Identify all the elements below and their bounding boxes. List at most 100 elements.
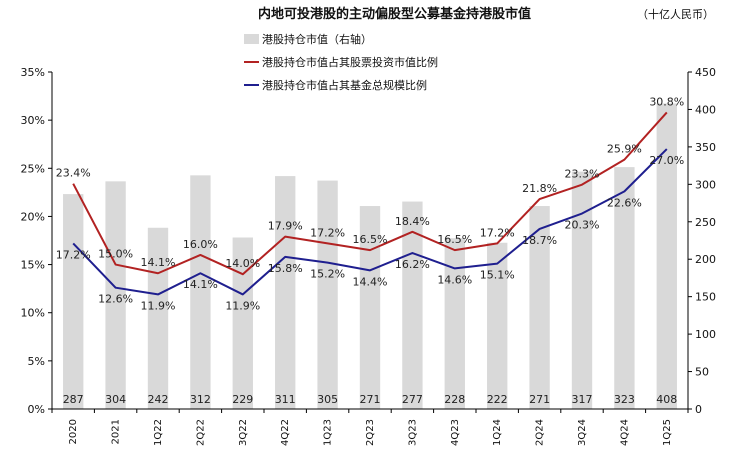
legend-bar-label: 港股持仓市值（右轴） <box>262 32 372 46</box>
series-1-data-label: 15.0% <box>98 248 133 261</box>
series-1-data-label: 16.5% <box>353 233 388 246</box>
bars-layer <box>63 103 677 409</box>
bar-1Q24 <box>487 242 508 409</box>
left-tick-label: 25% <box>21 162 45 175</box>
bar-value-label: 305 <box>317 393 338 406</box>
series-1-data-label: 25.9% <box>607 143 642 156</box>
x-tick-label: 3Q24 <box>577 419 588 446</box>
legend-series1-label: 港股持仓市值占其股票投资市值比例 <box>262 55 438 69</box>
bar-2020 <box>63 194 84 409</box>
labels-layer: 287 304 242 312 229 311 305 271 277 228 222 271 317 3… <box>56 95 685 406</box>
bar-value-label: 228 <box>444 393 465 406</box>
bar-value-label: 317 <box>572 393 593 406</box>
series-1-data-label: 18.4% <box>395 215 430 228</box>
legend-series2-label: 港股持仓市值占其基金总规模比例 <box>262 78 427 92</box>
x-tick-label: 2Q23 <box>365 419 376 446</box>
left-tick-label: 10% <box>21 307 45 320</box>
right-tick-label: 450 <box>695 66 716 79</box>
series-2-data-label: 20.3% <box>565 219 600 232</box>
series-2-data-label: 17.2% <box>56 248 91 261</box>
bar-value-label: 277 <box>402 393 423 406</box>
legend: 港股持仓市值（右轴） 港股持仓市值占其股票投资市值比例 港股持仓市值占其基金总规… <box>244 32 438 92</box>
right-tick-label: 400 <box>695 103 716 116</box>
bar-2Q24 <box>529 206 550 409</box>
bar-3Q24 <box>571 171 593 409</box>
x-tick-label: 4Q24 <box>619 419 630 446</box>
bar-3Q23 <box>402 201 423 409</box>
series-1-data-label: 16.5% <box>437 233 472 246</box>
series-1-data-label: 23.4% <box>56 167 91 180</box>
series-2-data-label: 14.6% <box>437 273 472 286</box>
bar-value-label: 304 <box>105 393 126 406</box>
series-2-data-label: 15.8% <box>268 262 303 275</box>
bar-value-label: 242 <box>148 393 169 406</box>
series-2-data-label: 18.7% <box>522 234 557 247</box>
series-1-data-label: 14.1% <box>141 256 176 269</box>
x-tick-label: 1Q22 <box>153 419 164 446</box>
x-tick-label: 2020 <box>68 419 79 444</box>
bar-3Q22 <box>232 237 253 409</box>
bar-value-label: 287 <box>63 393 84 406</box>
axes-layer: 0% 5% 10% 15% 20% 25% 30% 35% 0 50 100 150 200 250 300… <box>21 66 716 446</box>
bar-value-label: 271 <box>360 393 381 406</box>
left-tick-label: 5% <box>28 355 45 368</box>
series-1-data-label: 17.2% <box>480 226 515 239</box>
bar-1Q25 <box>656 103 677 409</box>
x-tick-label: 2Q22 <box>195 419 206 446</box>
bar-value-label: 323 <box>614 393 635 406</box>
series-2-data-label: 12.6% <box>98 293 133 306</box>
series-1-data-label: 21.8% <box>522 182 557 195</box>
bar-4Q22 <box>275 176 296 409</box>
x-tick-label: 3Q22 <box>238 419 249 446</box>
bar-value-label: 311 <box>275 393 296 406</box>
x-tick-label: 3Q23 <box>407 419 418 446</box>
series-2-data-label: 11.9% <box>225 299 260 312</box>
x-tick-label: 1Q23 <box>323 419 334 446</box>
bar-1Q22 <box>147 227 169 409</box>
series-1-data-label: 17.9% <box>268 220 303 233</box>
series-1-data-label: 16.0% <box>183 238 218 251</box>
x-tick-label: 1Q24 <box>492 419 503 446</box>
legend-bar-swatch <box>244 34 259 44</box>
series-1-data-label: 17.2% <box>310 226 345 239</box>
left-tick-label: 20% <box>21 210 45 223</box>
right-tick-label: 150 <box>695 291 716 304</box>
series-2-data-label: 11.9% <box>141 299 176 312</box>
x-tick-label: 4Q23 <box>450 419 461 446</box>
series-1-line <box>72 111 668 276</box>
left-tick-label: 30% <box>21 114 45 127</box>
unit-label: （十亿人民币） <box>637 7 714 21</box>
series-2-data-label: 15.2% <box>310 268 345 281</box>
lines-layer <box>72 111 668 296</box>
bar-value-label: 271 <box>529 393 550 406</box>
bar-2Q23 <box>359 206 381 409</box>
left-tick-label: 35% <box>21 66 45 79</box>
series-2-data-label: 15.1% <box>480 269 515 282</box>
x-tick-label: 4Q22 <box>280 419 291 446</box>
right-tick-label: 100 <box>695 328 716 341</box>
right-tick-label: 50 <box>695 366 709 379</box>
series-2-data-label: 14.4% <box>353 275 388 288</box>
left-tick-label: 15% <box>21 259 45 272</box>
chart-title: 内地可投港股的主动偏股型公募基金持港股市值 <box>258 6 531 22</box>
series-2-data-label: 22.6% <box>607 196 642 209</box>
series-2-data-label: 27.0% <box>649 154 684 167</box>
x-tick-label: 2021 <box>111 419 122 444</box>
bar-4Q23 <box>444 238 465 409</box>
right-tick-label: 200 <box>695 253 716 266</box>
bar-4Q24 <box>614 167 635 409</box>
series-1-data-label: 30.8% <box>649 95 684 108</box>
right-tick-label: 300 <box>695 178 716 191</box>
left-tick-label: 0% <box>28 403 45 416</box>
series-2-data-label: 14.1% <box>183 278 218 291</box>
bar-2021 <box>105 181 126 409</box>
x-tick-label: 1Q25 <box>662 419 673 446</box>
series-2-line <box>72 148 668 296</box>
series-2-data-label: 16.2% <box>395 258 430 271</box>
series-1-data-label: 14.0% <box>225 257 260 270</box>
bar-value-label: 408 <box>656 393 677 406</box>
right-tick-label: 350 <box>695 141 716 154</box>
series-1-data-label: 23.3% <box>565 168 600 181</box>
bar-value-label: 312 <box>190 393 211 406</box>
